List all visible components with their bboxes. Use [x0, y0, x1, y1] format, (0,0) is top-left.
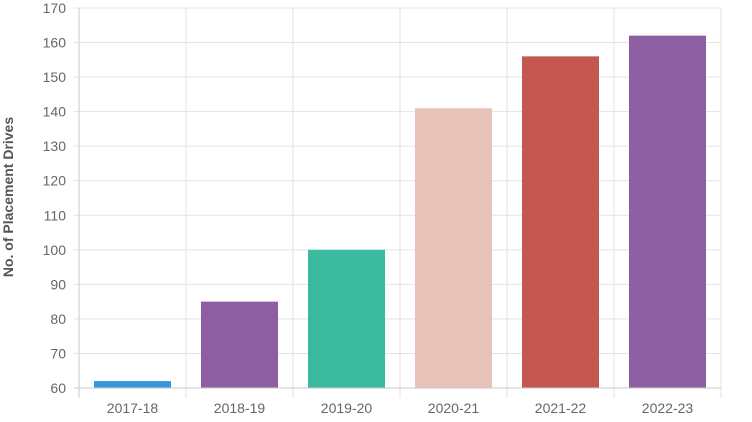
y-tick-label: 120: [43, 173, 67, 189]
bar-2018-19[interactable]: [200, 301, 279, 388]
y-tick-labels: 60 70 80 90 100 110 120 130 140 150 160 170: [43, 0, 67, 396]
gridlines: [74, 7, 722, 398]
axes: [74, 8, 721, 398]
y-tick-label: 90: [50, 276, 66, 292]
bars: [93, 35, 707, 389]
y-tick-label: 70: [50, 345, 66, 361]
bar-2019-20[interactable]: [307, 249, 386, 388]
y-tick-label: 170: [43, 0, 67, 16]
y-axis-title: No. of Placement Drives: [0, 117, 16, 277]
y-tick-label: 60: [50, 380, 66, 396]
x-tick-label: 2021-22: [535, 400, 587, 416]
bar-2020-21[interactable]: [414, 108, 493, 388]
x-tick-label: 2022-23: [642, 400, 694, 416]
y-tick-label: 160: [43, 35, 67, 51]
y-tick-label: 110: [44, 207, 67, 223]
x-tick-label: 2020-21: [428, 400, 480, 416]
y-tick-label: 150: [43, 69, 67, 85]
y-tick-label: 100: [43, 242, 67, 258]
bar-2017-18[interactable]: [93, 381, 172, 388]
x-tick-label: 2019-20: [321, 400, 373, 416]
bar-2021-22[interactable]: [521, 56, 600, 388]
y-tick-label: 140: [43, 104, 67, 120]
x-tick-label: 2017-18: [107, 400, 159, 416]
y-tick-label: 130: [43, 138, 67, 154]
bar-2022-23[interactable]: [628, 35, 707, 389]
y-tick-label: 80: [50, 311, 66, 327]
x-tick-label: 2018-19: [214, 400, 266, 416]
x-tick-labels: 2017-18 2018-19 2019-20 2020-21 2021-22 2022-…: [107, 400, 694, 416]
